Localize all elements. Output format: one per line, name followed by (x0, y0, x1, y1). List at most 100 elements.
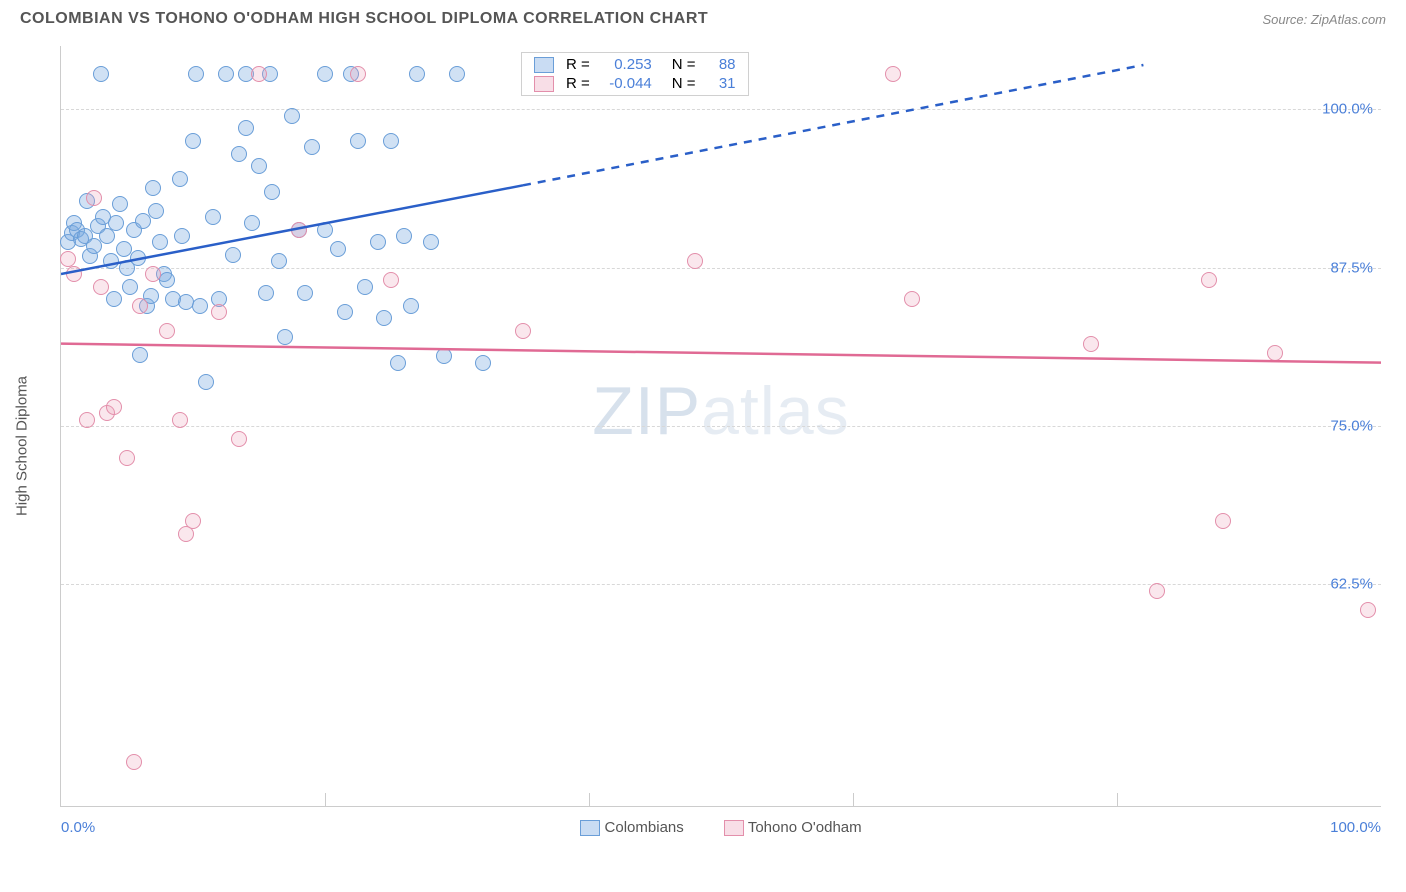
chart-container: High School Diploma ZIPatlas R = 0.253 N… (0, 36, 1406, 856)
series-legend: Colombians Tohono O'odham (61, 819, 1381, 836)
y-tick-label: 62.5% (1330, 576, 1373, 593)
data-point-colombians (152, 234, 168, 250)
y-axis-label: High School Diploma (14, 376, 31, 516)
data-point-colombians (436, 348, 452, 364)
y-tick-label: 87.5% (1330, 259, 1373, 276)
x-tick-label: 100.0% (1330, 819, 1381, 836)
data-point-colombians (403, 298, 419, 314)
y-tick-label: 100.0% (1322, 101, 1373, 118)
data-point-colombians (130, 250, 146, 266)
r-label: R = (560, 55, 596, 74)
y-tick-label: 75.0% (1330, 418, 1373, 435)
data-point-colombians (370, 234, 386, 250)
correlation-legend: R = 0.253 N = 88 R = -0.044 N = 31 (521, 52, 749, 96)
data-point-tohono (1215, 513, 1231, 529)
legend-row-colombians: R = 0.253 N = 88 (528, 55, 742, 74)
legend-row-tohono: R = -0.044 N = 31 (528, 74, 742, 93)
x-tick (325, 793, 326, 807)
data-point-colombians (475, 355, 491, 371)
data-point-colombians (135, 213, 151, 229)
n-label: N = (658, 74, 702, 93)
trend-solid-tohono (61, 344, 1381, 363)
data-point-colombians (264, 184, 280, 200)
gridline (61, 426, 1381, 427)
watermark: ZIPatlas (592, 372, 849, 450)
data-point-colombians (258, 285, 274, 301)
data-point-colombians (231, 146, 247, 162)
data-point-tohono (132, 298, 148, 314)
data-point-tohono (885, 66, 901, 82)
data-point-colombians (225, 247, 241, 263)
swatch-blue-icon (534, 57, 554, 73)
data-point-tohono (383, 272, 399, 288)
data-point-colombians (277, 329, 293, 345)
data-point-tohono (106, 399, 122, 415)
data-point-tohono (185, 513, 201, 529)
data-point-colombians (271, 253, 287, 269)
data-point-tohono (1149, 583, 1165, 599)
data-point-colombians (357, 279, 373, 295)
data-point-colombians (145, 180, 161, 196)
data-point-colombians (390, 355, 406, 371)
n-value-colombians: 88 (702, 55, 742, 74)
data-point-tohono (86, 190, 102, 206)
data-point-colombians (317, 222, 333, 238)
data-point-colombians (205, 209, 221, 225)
swatch-pink-icon (534, 76, 554, 92)
data-point-tohono (515, 323, 531, 339)
data-point-colombians (383, 133, 399, 149)
data-point-colombians (122, 279, 138, 295)
data-point-tohono (1083, 336, 1099, 352)
data-point-tohono (904, 291, 920, 307)
data-point-colombians (284, 108, 300, 124)
data-point-tohono (60, 251, 76, 267)
data-point-colombians (108, 215, 124, 231)
data-point-colombians (185, 133, 201, 149)
gridline (61, 584, 1381, 585)
data-point-tohono (159, 323, 175, 339)
data-point-tohono (291, 222, 307, 238)
data-point-colombians (148, 203, 164, 219)
n-value-tohono: 31 (702, 74, 742, 93)
data-point-tohono (66, 266, 82, 282)
data-point-colombians (103, 253, 119, 269)
data-point-colombians (132, 347, 148, 363)
x-tick (589, 793, 590, 807)
gridline (61, 109, 1381, 110)
data-point-colombians (188, 66, 204, 82)
data-point-colombians (304, 139, 320, 155)
data-point-colombians (330, 241, 346, 257)
data-point-tohono (211, 304, 227, 320)
data-point-colombians (337, 304, 353, 320)
data-point-tohono (1267, 345, 1283, 361)
data-point-colombians (106, 291, 122, 307)
data-point-colombians (297, 285, 313, 301)
data-point-colombians (112, 196, 128, 212)
data-point-colombians (244, 215, 260, 231)
data-point-tohono (1201, 272, 1217, 288)
n-label: N = (658, 55, 702, 74)
data-point-tohono (93, 279, 109, 295)
data-point-colombians (93, 66, 109, 82)
data-point-tohono (119, 450, 135, 466)
swatch-pink-icon (724, 820, 744, 836)
legend-label: Tohono O'odham (748, 819, 862, 836)
data-point-colombians (251, 158, 267, 174)
legend-label: Colombians (605, 819, 684, 836)
r-label: R = (560, 74, 596, 93)
data-point-tohono (687, 253, 703, 269)
data-point-colombians (350, 133, 366, 149)
data-point-tohono (79, 412, 95, 428)
source-attribution: Source: ZipAtlas.com (1262, 12, 1386, 27)
data-point-tohono (172, 412, 188, 428)
r-value-colombians: 0.253 (596, 55, 658, 74)
data-point-colombians (376, 310, 392, 326)
x-tick (1117, 793, 1118, 807)
data-point-colombians (198, 374, 214, 390)
gridline (61, 268, 1381, 269)
x-tick (853, 793, 854, 807)
data-point-colombians (449, 66, 465, 82)
data-point-tohono (251, 66, 267, 82)
data-point-tohono (145, 266, 161, 282)
swatch-blue-icon (580, 820, 600, 836)
